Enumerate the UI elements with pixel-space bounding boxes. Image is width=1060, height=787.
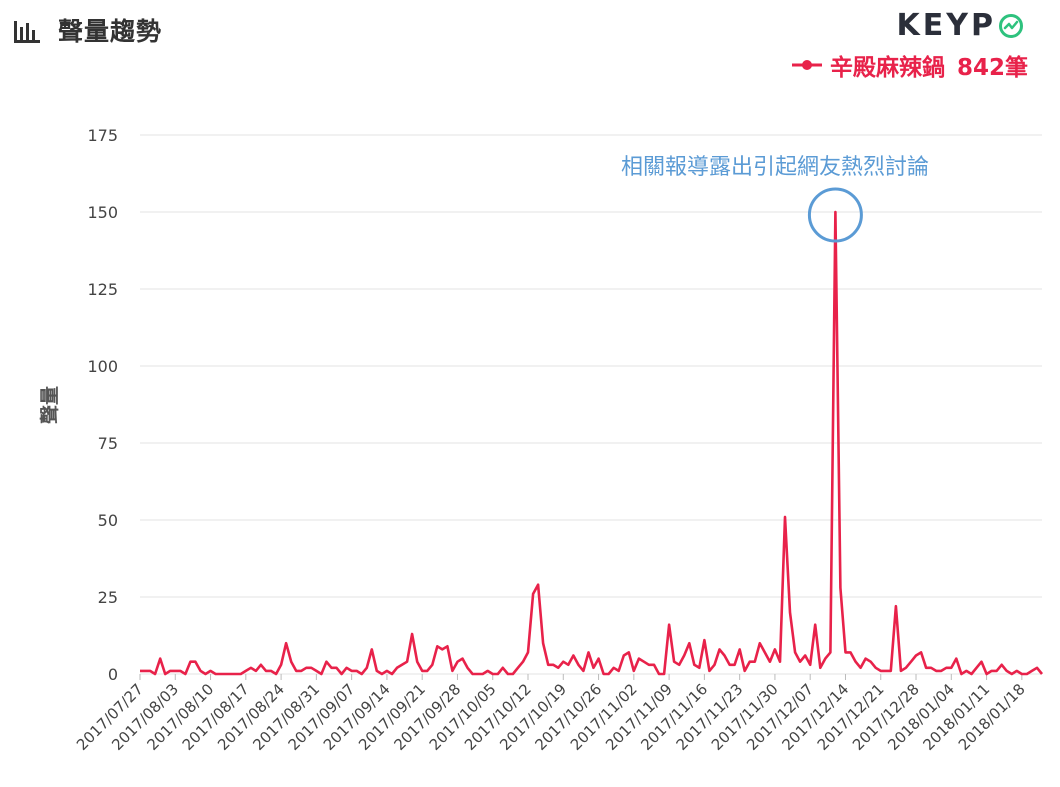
logo-text: KEYP — [896, 8, 996, 43]
keypo-logo: KEYP — [897, 8, 1024, 43]
legend-series-name: 辛殿麻辣鍋 — [829, 55, 945, 81]
peak-annotation: 相關報導露出引起網友熱烈討論 — [621, 155, 929, 180]
y-tick-label: 100 — [87, 357, 118, 376]
y-tick-label: 75 — [98, 434, 118, 453]
chart-title: 聲量趨勢 — [58, 17, 163, 46]
y-axis-ticks: 0 25 50 75 100 125 150 175 — [87, 126, 118, 684]
o-trend-icon — [999, 13, 1023, 38]
y-tick-label: 125 — [87, 280, 118, 299]
grid-lines — [140, 134, 1042, 675]
y-tick-label: 0 — [108, 665, 118, 684]
y-tick-label: 175 — [87, 126, 118, 145]
legend-series-count: 842筆 — [956, 55, 1028, 81]
y-tick-label: 50 — [98, 511, 118, 530]
y-tick-label: 150 — [87, 203, 118, 222]
series-line[interactable] — [140, 210, 1044, 676]
y-axis-label: 聲量 — [38, 386, 61, 424]
chart-header: 聲量趨勢 — [14, 12, 162, 48]
legend-line-marker-icon — [791, 60, 822, 70]
chart-legend[interactable]: 辛殿麻辣鍋 842筆 — [791, 48, 1028, 82]
y-tick-label: 25 — [98, 588, 118, 607]
peak-highlight-circle — [807, 187, 863, 243]
x-axis-ticks: 2017/07/272017/08/032017/08/102017/08/17… — [73, 674, 1029, 754]
bar-chart-icon — [14, 21, 40, 43]
